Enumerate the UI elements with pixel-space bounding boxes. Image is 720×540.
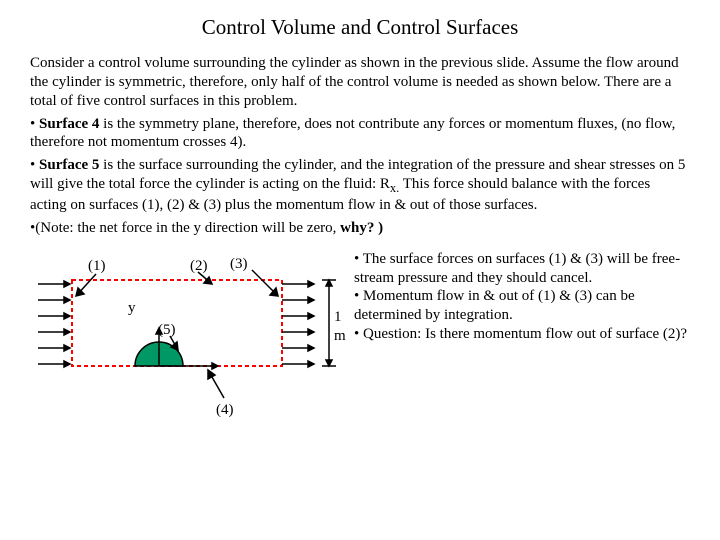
bullet-surface-4: • Surface 4 is the symmetry plane, there… (30, 115, 690, 153)
surface-2-label: (2) (190, 258, 208, 274)
surface-1-label: (1) (88, 258, 106, 274)
y-axis-label: y (128, 300, 136, 316)
b3-text: •(Note: the net force in the y direction… (30, 220, 340, 236)
dimension-label: 1 m (334, 308, 350, 346)
b2-sub: x. (390, 181, 399, 195)
control-volume-figure: y (30, 250, 350, 430)
b1-bold: Surface 4 (39, 116, 99, 132)
right-notes: • The surface forces on surfaces (1) & (… (350, 250, 690, 430)
b2-bold: Surface 5 (39, 157, 99, 173)
b3-bold: why? ) (340, 220, 383, 236)
right-bullet-2: • Momentum flow in & out of (1) & (3) ca… (354, 287, 690, 325)
b1-rest: is the symmetry plane, therefore, does n… (30, 116, 675, 151)
bullet-surface-5: • Surface 5 is the surface surrounding t… (30, 156, 690, 215)
right-bullet-1: • The surface forces on surfaces (1) & (… (354, 250, 690, 288)
surface-4-label: (4) (216, 402, 234, 418)
b2-bullet: • (30, 157, 39, 173)
b1-bullet: • (30, 116, 39, 132)
right-bullet-3: • Question: Is there momentum flow out o… (354, 325, 690, 344)
page-title: Control Volume and Control Surfaces (30, 14, 690, 40)
intro-paragraph: Consider a control volume surrounding th… (30, 54, 690, 110)
bullet-note: •(Note: the net force in the y direction… (30, 219, 690, 238)
surface-3-label: (3) (230, 256, 248, 272)
surface-5-label: (5) (158, 322, 176, 338)
